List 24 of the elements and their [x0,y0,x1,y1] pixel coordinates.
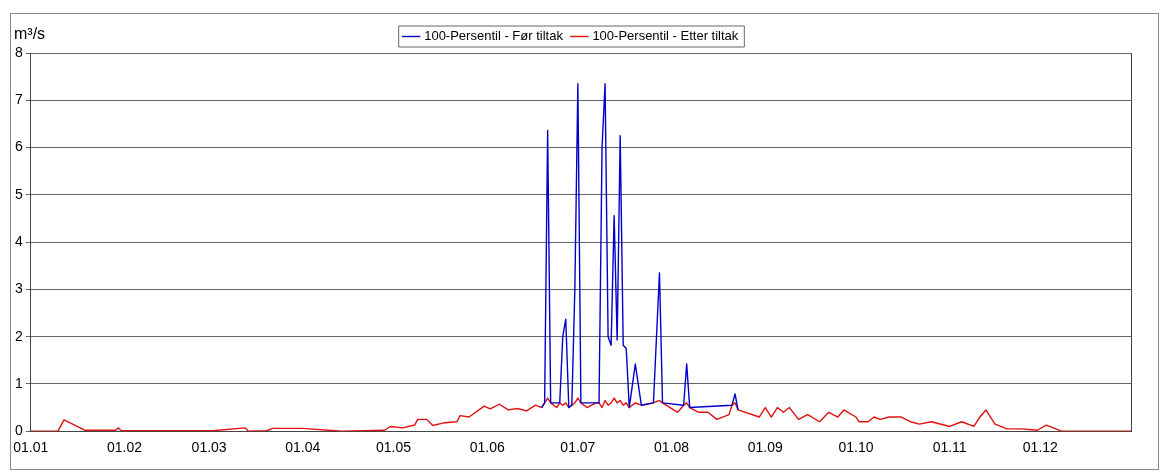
x-tick-label: 01.03 [191,439,227,456]
legend-label: 100-Persentil - Før tiltak [424,28,564,44]
x-tick-label: 01.11 [932,439,967,456]
y-tick-label: 5 [14,185,23,202]
y-tick-label: 4 [14,232,23,249]
y-tick-label: 7 [14,91,23,108]
x-tick-label: 01.06 [469,439,505,456]
x-tick-label: 01.10 [838,439,874,456]
x-tick-label: 01.05 [375,439,412,456]
y-axis-title: m³/s [14,25,46,43]
x-tick-label: 01.07 [560,439,596,456]
y-tick-label: 3 [14,280,23,297]
y-tick-label: 1 [14,374,23,391]
y-tick-label: 6 [14,138,23,155]
x-tick-label: 01.12 [1022,439,1059,456]
y-tick-label: 8 [14,43,23,60]
x-tick-label: 01.09 [747,439,783,456]
y-tick-label: 2 [14,327,23,344]
x-tick-label: 01.02 [106,439,143,456]
x-tick-label: 01.01 [13,439,49,456]
y-tick-label: 0 [14,422,23,439]
x-tick-label: 01.08 [654,439,690,456]
x-tick-label: 01.04 [285,439,321,456]
legend-label: 100-Persentil - Etter tiltak [592,28,739,44]
